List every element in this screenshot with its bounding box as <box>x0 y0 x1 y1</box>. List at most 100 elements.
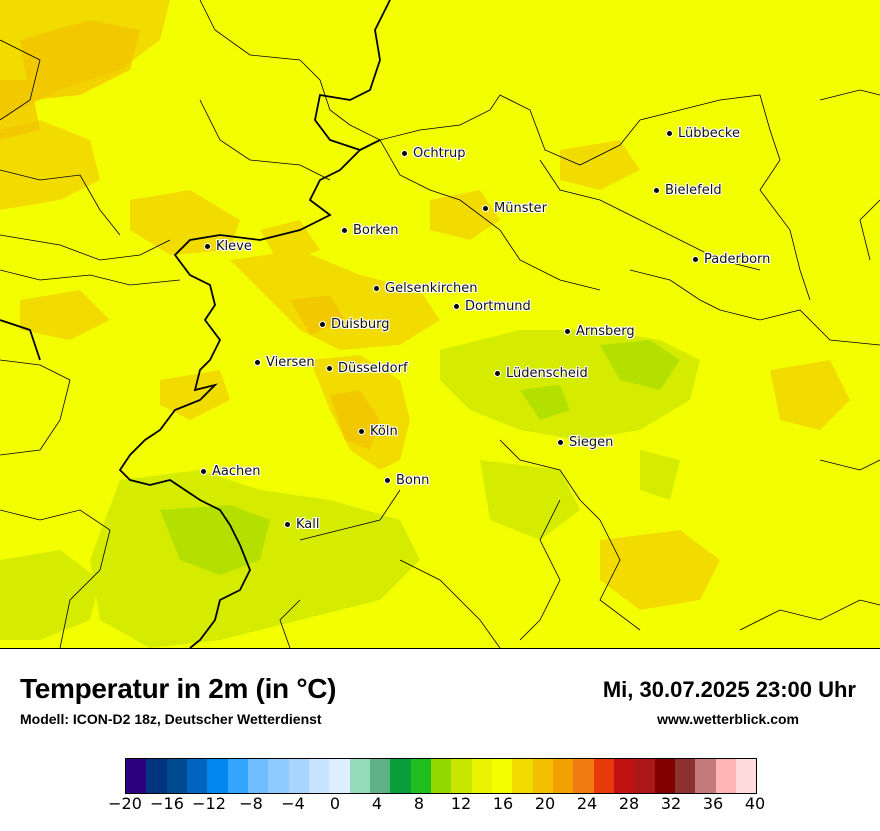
city-marker[interactable]: Köln <box>358 424 398 439</box>
city-dot <box>453 303 460 310</box>
legend-swatch <box>451 759 472 793</box>
forecast-datetime: Mi, 30.07.2025 23:00 Uhr <box>602 677 856 702</box>
city-marker[interactable]: Borken <box>341 223 399 238</box>
city-dot <box>494 370 501 377</box>
legend-swatch <box>410 759 431 793</box>
city-dot <box>692 256 699 263</box>
state-borders <box>0 0 391 648</box>
city-dot <box>666 130 673 137</box>
city-marker[interactable]: Bonn <box>384 473 429 488</box>
legend-swatch <box>227 759 248 793</box>
city-label: Bielefeld <box>665 183 722 198</box>
city-marker[interactable]: Lüdenscheid <box>494 366 588 381</box>
city-marker[interactable]: Viersen <box>254 355 315 370</box>
city-marker[interactable]: Düsseldorf <box>326 361 408 376</box>
city-dot <box>358 428 365 435</box>
map-canvas <box>0 0 880 648</box>
legend-swatch <box>715 759 736 793</box>
legend-tick-label: 20 <box>534 794 556 813</box>
website-link[interactable]: www.wetterblick.com <box>657 711 799 727</box>
city-dot <box>200 468 207 475</box>
legend-swatch <box>552 759 574 793</box>
city-label: Lübbecke <box>678 126 740 141</box>
legend-swatch <box>593 759 614 793</box>
city-marker[interactable]: Siegen <box>557 435 613 450</box>
city-dot <box>284 521 291 528</box>
legend-swatch <box>308 759 330 793</box>
city-label: Kall <box>296 517 320 532</box>
city-label: Ochtrup <box>413 146 466 161</box>
city-label: Bonn <box>396 473 430 488</box>
legend-swatch <box>512 759 533 793</box>
legend-tick-label: 40 <box>744 794 766 813</box>
city-marker[interactable]: Duisburg <box>319 317 390 332</box>
legend-tick-label: 32 <box>660 794 682 813</box>
legend-tick-label: −8 <box>239 794 263 813</box>
legend-tick-label: 0 <box>329 794 341 813</box>
legend-swatch <box>695 759 716 793</box>
color-scale-legend <box>125 758 757 794</box>
legend-tick-label: 8 <box>413 794 425 813</box>
legend-tick-label: −12 <box>192 794 226 813</box>
city-dot <box>557 439 564 446</box>
legend-swatch <box>166 759 187 793</box>
city-label: Duisburg <box>331 317 390 332</box>
city-marker[interactable]: Aachen <box>200 464 260 479</box>
city-marker[interactable]: Münster <box>482 201 547 216</box>
city-label: Borken <box>353 223 399 238</box>
legend-swatch <box>247 759 269 793</box>
city-label: Siegen <box>569 435 614 450</box>
city-dot <box>401 150 408 157</box>
legend-swatch <box>573 759 594 793</box>
legend-tick-label: 16 <box>492 794 514 813</box>
legend-swatch <box>146 759 167 793</box>
city-marker[interactable]: Kall <box>284 517 320 532</box>
city-marker[interactable]: Gelsenkirchen <box>373 281 478 296</box>
city-marker[interactable]: Bielefeld <box>653 183 722 198</box>
city-marker[interactable]: Kleve <box>204 239 252 254</box>
legend-swatch <box>268 759 289 793</box>
city-marker[interactable]: Arnsberg <box>564 324 635 339</box>
legend-tick-label: 12 <box>450 794 472 813</box>
legend-swatch <box>390 759 411 793</box>
legend-swatch <box>430 759 452 793</box>
legend-swatch <box>532 759 553 793</box>
legend-swatch <box>349 759 370 793</box>
city-label: Kleve <box>216 239 252 254</box>
city-label: Köln <box>370 424 398 439</box>
legend-swatch <box>491 759 513 793</box>
legend-swatch <box>634 759 655 793</box>
city-marker[interactable]: Dortmund <box>453 299 531 314</box>
district-borders <box>0 0 880 648</box>
temperature-map: Lübbecke Ochtrup Bielefeld Münster Kleve… <box>0 0 880 648</box>
legend-swatch <box>207 759 228 793</box>
legend-tick-label: 24 <box>576 794 598 813</box>
city-dot <box>204 243 211 250</box>
legend-tick-label: −20 <box>108 794 142 813</box>
city-label: Düsseldorf <box>338 361 408 376</box>
legend-swatch <box>329 759 350 793</box>
model-info: Modell: ICON-D2 18z, Deutscher Wetterdie… <box>20 711 322 727</box>
city-label: Dortmund <box>465 299 531 314</box>
legend-swatch <box>654 759 675 793</box>
color-scale-ticks: −20 −16 −12 −8 −4 0 4 8 12 16 20 24 28 32 36 40 <box>108 794 765 822</box>
legend-tick-label: −16 <box>150 794 184 813</box>
city-label: Lüdenscheid <box>506 366 588 381</box>
legend-swatch <box>288 759 309 793</box>
legend-swatch <box>735 759 757 793</box>
city-dot <box>341 227 348 234</box>
map-title: Temperatur in 2m (in °C) <box>20 673 337 704</box>
city-label: Gelsenkirchen <box>385 281 478 296</box>
city-label: Viersen <box>266 355 315 370</box>
warm-areas <box>0 0 850 610</box>
legend-swatch <box>126 759 147 793</box>
legend-tick-label: 4 <box>371 794 383 813</box>
city-marker[interactable]: Ochtrup <box>401 146 466 161</box>
city-marker[interactable]: Paderborn <box>692 252 770 267</box>
city-marker[interactable]: Lübbecke <box>666 126 740 141</box>
city-dot <box>326 365 333 372</box>
city-dot <box>564 328 571 335</box>
city-label: Münster <box>494 201 547 216</box>
city-label: Paderborn <box>704 252 771 267</box>
legend-swatch <box>613 759 635 793</box>
